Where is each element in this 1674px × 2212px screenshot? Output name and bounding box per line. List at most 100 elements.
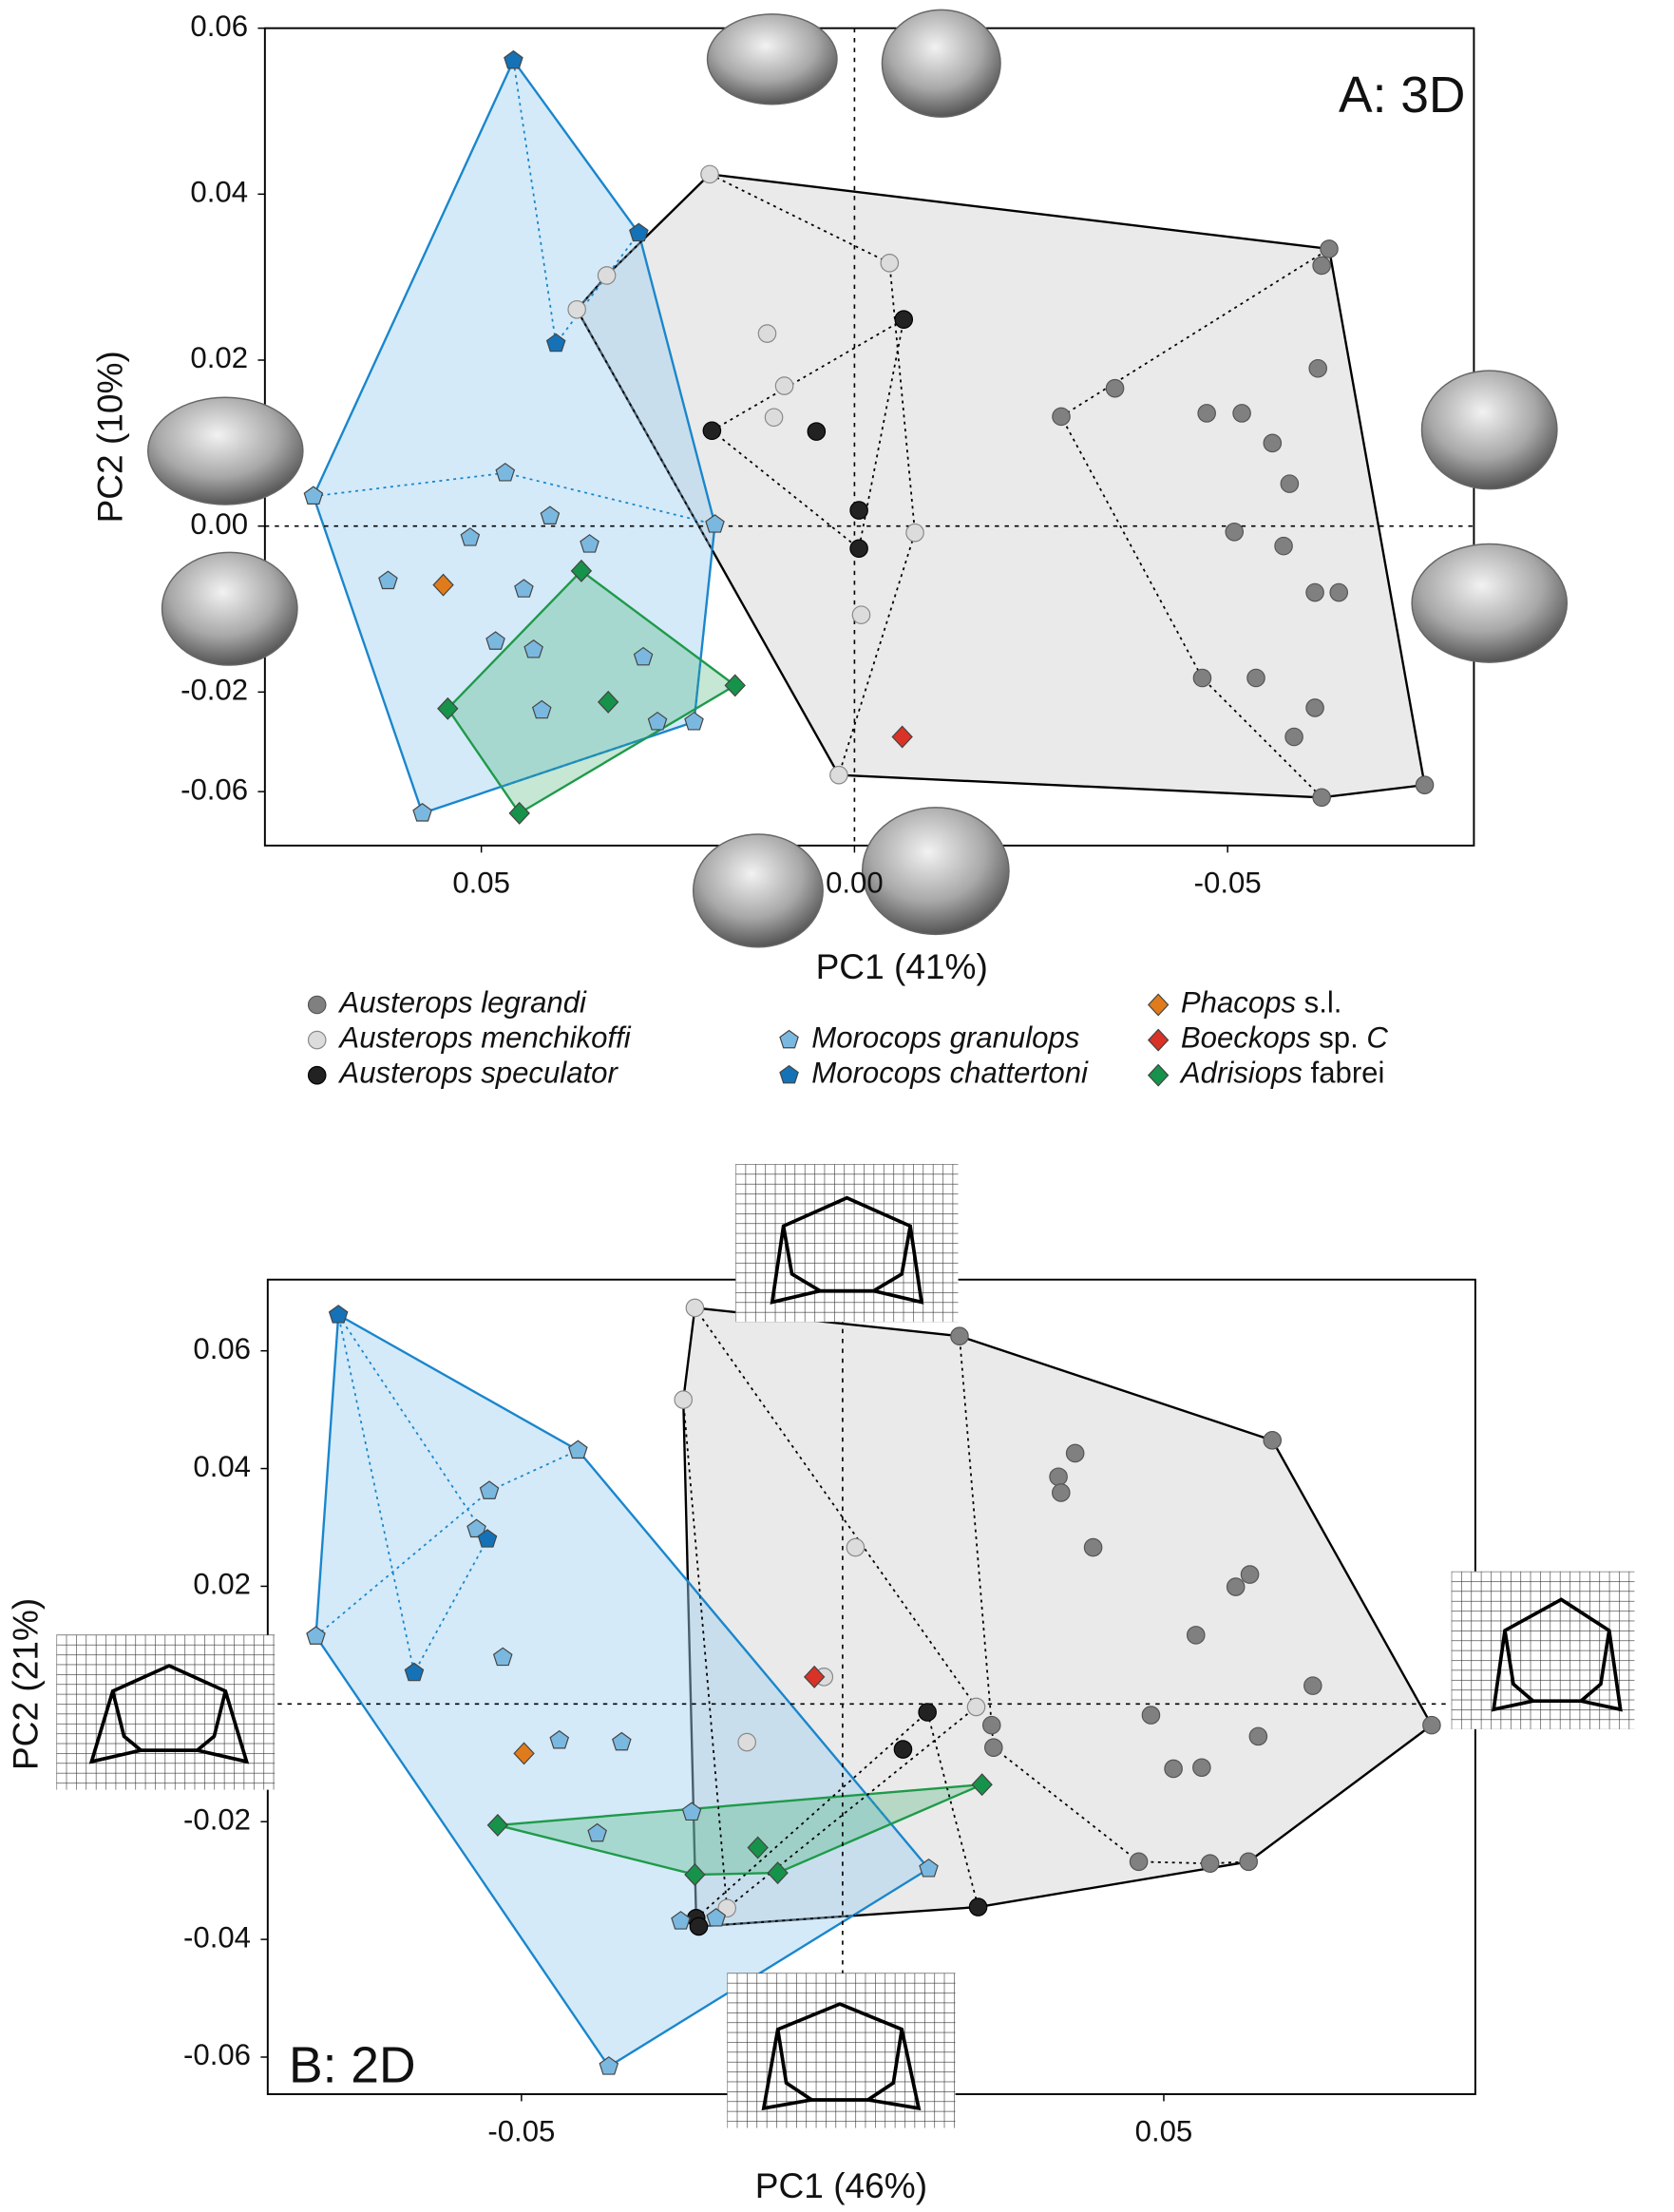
point [1303,1676,1322,1695]
point [1083,1537,1103,1557]
point [437,696,459,720]
point [700,164,719,184]
point [567,299,586,319]
legend-label: Austerops speculator [337,1057,618,1090]
point [412,803,432,822]
x-tick-label: -0.05 [1194,867,1262,900]
legend-word: menchikoffi [473,1021,632,1055]
legend-marker [307,995,327,1015]
point [1129,1852,1149,1872]
point [894,310,914,329]
point [460,527,481,546]
point [1415,775,1435,794]
grid [735,1164,959,1323]
outline [1491,1597,1623,1712]
point [717,1898,737,1918]
point [306,1626,326,1645]
legend-word: Adrisiops [1179,1057,1303,1090]
legend-word: chattertoni [942,1057,1089,1090]
y-tick-label: 0.04 [193,1450,251,1483]
point [549,1729,570,1749]
point [504,49,523,69]
point [919,1858,939,1878]
skull [881,9,1001,118]
y-tick-label: -0.06 [181,772,248,806]
point [705,514,725,533]
y-axis-label: PC2 (10%) [89,351,129,523]
point [807,422,827,441]
point [587,1822,607,1842]
point [737,1732,756,1752]
point [303,486,324,505]
point [1200,1854,1220,1873]
legend-word: fabrei [1303,1057,1385,1090]
y-tick-label: 0.04 [190,176,248,209]
point [492,1647,513,1667]
y-tick-label: 0.02 [190,341,248,374]
point [432,573,454,597]
species-hull [312,471,716,814]
skull [1420,370,1558,490]
point [767,1861,789,1885]
legend-marker [307,1065,327,1085]
point [764,408,784,428]
point [1248,1726,1268,1746]
point [1263,433,1283,453]
species-hull [710,317,905,550]
point [706,1907,727,1927]
y-tick-label: 0.02 [193,1568,251,1601]
point [1246,668,1265,688]
legend-word: Phacops [1181,986,1296,1020]
point [747,1836,769,1859]
deformation-grid [727,1973,956,2128]
species-hull [1059,247,1426,799]
point [803,1665,826,1688]
y-tick-label: -0.04 [183,1920,251,1954]
point [1274,536,1293,556]
point [1052,407,1071,427]
legend-label: Morocops chattertoni [811,1057,1089,1090]
point [1192,1758,1211,1778]
x-axis-label: PC1 (41%) [816,946,988,986]
y-tick-label: -0.02 [183,1802,251,1836]
legend-word: Boeckops [1181,1021,1311,1055]
skull-images [146,9,1569,948]
point [891,725,913,749]
point [477,1529,498,1548]
point [1305,582,1324,602]
point [647,711,668,731]
point [1329,582,1348,602]
genus-hull [575,173,1426,799]
point [1105,378,1125,398]
point [1226,1577,1246,1596]
point [513,1742,535,1765]
point [851,605,871,624]
point [1239,1852,1258,1872]
point [1305,698,1324,717]
skull [706,13,838,105]
point [599,2056,619,2075]
species-hull [682,1306,978,1911]
deformation-grid [735,1164,959,1323]
point [1192,668,1212,688]
point [485,631,505,650]
species-hull [447,569,737,815]
point [1284,727,1303,747]
point [1240,1565,1260,1584]
legend-marker [779,1029,799,1049]
deformation-grid [56,1634,276,1790]
point [1197,404,1216,423]
point [1186,1626,1206,1645]
point [984,1738,1003,1757]
point [597,266,617,285]
species-hull [512,60,640,346]
point [829,765,848,785]
specimen-images [56,9,1635,2128]
points [303,49,1441,2075]
point [545,333,566,353]
point [466,1518,486,1538]
legend-word: Austerops [337,1021,472,1055]
legend-label: Austerops menchikoffi [337,1021,631,1055]
labels: 0.05 0.00 -0.05 0.06 0.04 0.02 0.00 -0.02 -0.06 A… [5,10,1465,2205]
